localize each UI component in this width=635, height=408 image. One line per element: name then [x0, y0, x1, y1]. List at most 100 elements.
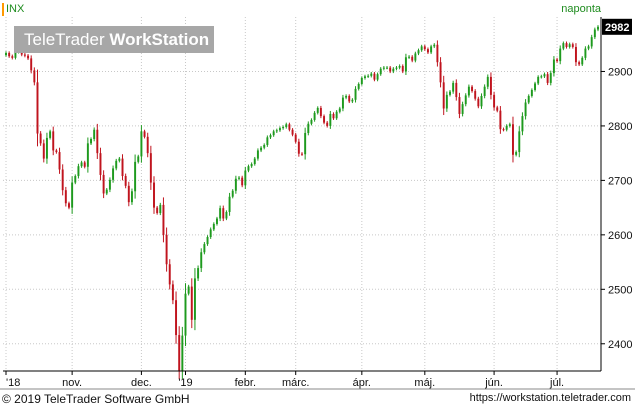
candle-body	[332, 113, 335, 119]
candle-body	[291, 129, 294, 135]
candle-body	[571, 44, 574, 47]
candle-body	[193, 278, 196, 320]
candle-body	[231, 190, 234, 197]
candle-body	[146, 136, 149, 154]
candle-body	[489, 76, 492, 95]
candle-body	[439, 62, 442, 83]
candle-body	[61, 169, 64, 191]
candle-body	[496, 107, 499, 111]
candle-body	[458, 97, 461, 114]
candle-body	[143, 131, 146, 137]
candle-body	[537, 76, 540, 84]
candle-body	[540, 76, 543, 78]
candle-body	[68, 203, 70, 208]
candle-body	[452, 82, 455, 92]
candle-body	[253, 158, 256, 165]
candle-body	[121, 158, 124, 177]
candle-body	[574, 46, 577, 63]
footer-link[interactable]: https://workstation.teletrader.com	[469, 392, 631, 404]
candle-body	[370, 73, 373, 76]
candle-body	[379, 68, 382, 75]
candle-body	[301, 153, 303, 155]
candle-body	[392, 68, 395, 72]
frequency-label[interactable]: naponta	[561, 3, 601, 15]
candle-body	[335, 111, 338, 119]
candle-body	[389, 67, 392, 72]
candle-body	[71, 182, 74, 208]
candle-body	[442, 82, 445, 109]
candle-body	[93, 129, 96, 139]
candle-body	[282, 127, 285, 129]
candle-body	[99, 153, 102, 175]
candle-body	[165, 234, 168, 265]
x-tick-label: '18	[6, 377, 20, 389]
candle-body	[581, 57, 584, 65]
candle-body	[278, 128, 281, 131]
candle-body	[241, 177, 244, 186]
candle-body	[534, 83, 536, 90]
candle-body	[184, 293, 187, 336]
candle-body	[8, 52, 11, 57]
candle-body	[455, 82, 458, 98]
candle-body	[55, 150, 58, 153]
candle-body	[77, 166, 80, 177]
candle-body	[168, 264, 171, 285]
y-tick-label: 2800	[608, 121, 632, 133]
candle-body	[260, 147, 263, 151]
candle-body	[436, 44, 439, 63]
candle-body	[297, 141, 300, 154]
candle-body	[486, 76, 489, 87]
candle-body	[203, 244, 206, 253]
grid	[3, 17, 601, 371]
candle-body	[411, 56, 414, 61]
candle-body	[5, 52, 7, 56]
candle-body	[348, 95, 351, 102]
candle-body	[234, 178, 237, 191]
candle-body	[530, 89, 533, 96]
candles	[5, 25, 599, 380]
candle-body	[275, 130, 278, 132]
candle-body	[294, 134, 297, 142]
candle-body	[584, 48, 587, 58]
brand-bold: WorkStation	[109, 30, 210, 49]
candle-body	[80, 162, 83, 167]
candle-body	[376, 74, 379, 80]
candle-body	[27, 55, 30, 59]
x-tick-label: febr.	[235, 377, 256, 389]
candle-body	[417, 50, 420, 54]
candle-body	[244, 170, 247, 186]
candle-body	[86, 143, 89, 167]
brand-light: TeleTrader	[24, 30, 110, 49]
candle-body	[140, 131, 143, 157]
candle-body	[222, 208, 225, 219]
last-price-tag	[602, 18, 632, 35]
candle-body	[345, 95, 348, 98]
candle-body	[212, 223, 215, 230]
candle-body	[474, 91, 477, 99]
candle-body	[597, 26, 599, 30]
candle-body	[461, 104, 464, 114]
candle-body	[313, 112, 316, 120]
candle-body	[543, 74, 546, 77]
candle-body	[130, 191, 133, 203]
candle-body	[351, 99, 354, 102]
candle-body	[175, 300, 178, 336]
candle-body	[52, 131, 55, 151]
candle-body	[134, 161, 137, 192]
candle-body	[483, 86, 486, 96]
candle-body	[590, 37, 593, 47]
candle-body	[556, 59, 559, 62]
candle-body	[153, 182, 155, 208]
candle-body	[156, 207, 159, 214]
candle-body	[423, 46, 426, 50]
candle-body	[521, 116, 524, 132]
candle-body	[11, 56, 14, 58]
candle-body	[316, 107, 319, 113]
candle-body	[329, 113, 332, 126]
candle-body	[480, 95, 483, 107]
candle-body	[449, 91, 451, 95]
candle-body	[228, 196, 231, 212]
candle-body	[357, 83, 360, 89]
x-tick-label: '19	[178, 377, 192, 389]
